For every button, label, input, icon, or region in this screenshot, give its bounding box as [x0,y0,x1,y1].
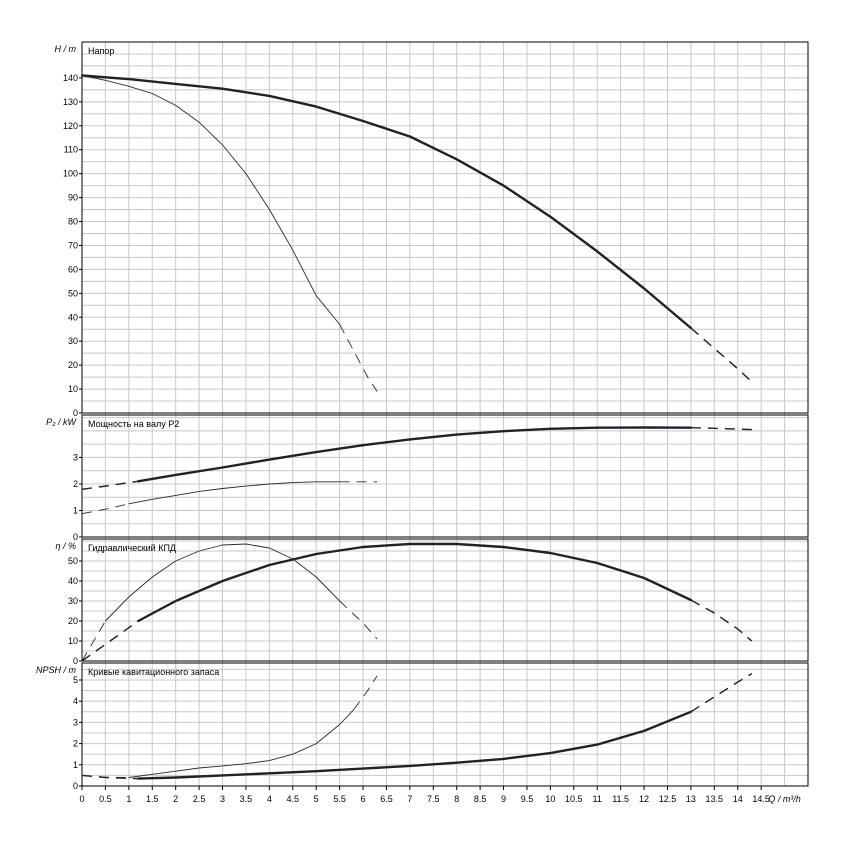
y-tick-label: 10 [68,636,78,646]
y-axis-label-efficiency: η / % [55,541,76,551]
curve-dashed-power-thick [81,480,139,491]
x-tick-label: 8.5 [474,794,487,804]
x-tick-label: 6.5 [380,794,393,804]
y-tick-label: 60 [68,264,78,274]
panel-title-efficiency: Гидравлический КПД [88,543,176,553]
x-tick-label: 4 [267,794,272,804]
x-tick-label: 1.5 [146,794,159,804]
x-tick-label: 8 [454,794,459,804]
y-tick-label: 100 [63,169,78,179]
y-tick-label: 3 [73,717,78,727]
x-tick-label: 12 [639,794,649,804]
y-tick-label: 110 [64,145,78,155]
x-tick-label: 0.5 [99,794,112,804]
y-tick-label: 3 [73,452,78,462]
y-tick-label: 50 [68,556,78,566]
panel-frame-power [81,414,809,538]
curve-power-thick [137,426,693,483]
curve-dashed-end-npsh-thick [690,672,753,713]
y-tick-label: 20 [68,360,78,370]
y-axis-label-power: P₂ / kW [46,417,77,427]
curve-dashed-head-thin [339,324,378,392]
y-tick-label: 1 [73,760,78,770]
y-tick-label: 10 [68,384,78,394]
curve-head-thin [81,75,341,325]
curve-dashed-end-npsh-thin [353,675,378,710]
x-tick-label: 2 [173,794,178,804]
y-tick-label: 30 [68,596,78,606]
x-tick-label: 14.5 [752,794,770,804]
x-tick-label: 11 [593,794,602,804]
x-tick-label: 3.5 [240,794,253,804]
x-tick-label: 6 [361,794,366,804]
y-tick-label: 0 [73,656,78,666]
y-tick-label: 120 [63,121,78,131]
x-tick-label: 9 [501,794,506,804]
y-tick-label: 130 [63,97,78,107]
x-tick-label: 7.5 [427,794,440,804]
y-tick-label: 50 [68,288,78,298]
y-tick-label: 40 [68,576,78,586]
y-tick-label: 5 [73,675,78,685]
curve-efficiency-thick [137,542,693,623]
curve-dashed-efficiency-thin [81,620,106,662]
y-tick-label: 80 [68,217,78,227]
panel-title-npsh: Кривые кавитационного запаса [88,667,219,677]
x-tick-label: 5.5 [333,794,346,804]
curve-head-thick [80,74,693,330]
y-axis-label-head: H / m [55,44,77,54]
y-tick-label: 140 [63,73,78,83]
x-tick-label: 14 [733,794,743,804]
x-tick-label: 12.5 [659,794,677,804]
curve-power-thin [128,481,341,505]
x-tick-label: 10.5 [565,794,583,804]
panel-frame-efficiency [81,538,809,662]
y-tick-label: 2 [73,739,78,749]
curve-dashed-end-efficiency-thick [690,599,753,642]
y-tick-label: 70 [68,240,78,250]
panel-title-head: Напор [88,46,114,56]
y-tick-label: 1 [73,505,78,515]
y-tick-label: 30 [68,336,78,346]
x-tick-label: 13 [686,794,696,804]
x-tick-label: 1 [126,794,131,804]
y-tick-label: 0 [73,781,78,791]
curve-npsh-thick [137,710,693,780]
x-tick-label: 7 [407,794,412,804]
x-tick-label: 0 [79,794,84,804]
x-tick-label: 2.5 [193,794,206,804]
panel-frame-npsh [81,662,809,787]
y-tick-label: 4 [73,696,78,706]
y-tick-label: 0 [73,408,78,418]
x-tick-label: 5 [314,794,319,804]
y-tick-label: 2 [73,479,78,489]
x-tick-label: 11.5 [612,794,629,804]
curve-dashed-efficiency-thick [81,620,139,662]
x-tick-label: 9.5 [521,794,534,804]
x-axis-label: Q / m³/h [768,794,801,804]
x-tick-label: 10 [545,794,555,804]
curve-dashed-end-efficiency-thin [339,600,378,640]
curve-dashed-end-power-thick [690,426,752,431]
x-tick-label: 3 [220,794,225,804]
panel-frame-head [81,41,809,414]
curve-dashed-head-thick [690,327,753,383]
y-axis-label-npsh: NPSH / m [36,665,77,675]
x-tick-label: 4.5 [287,794,300,804]
y-tick-label: 0 [73,532,78,542]
panel-title-power: Мощность на валу P2 [88,419,179,429]
y-tick-label: 40 [68,312,78,322]
curve-efficiency-thin [104,543,341,622]
curve-dashed-power-thin [81,503,129,515]
curve-dashed-npsh-thin [81,774,129,778]
y-tick-label: 90 [68,193,78,203]
curve-npsh-thin [128,709,355,778]
x-tick-label: 13.5 [706,794,724,804]
y-tick-label: 20 [68,616,78,626]
